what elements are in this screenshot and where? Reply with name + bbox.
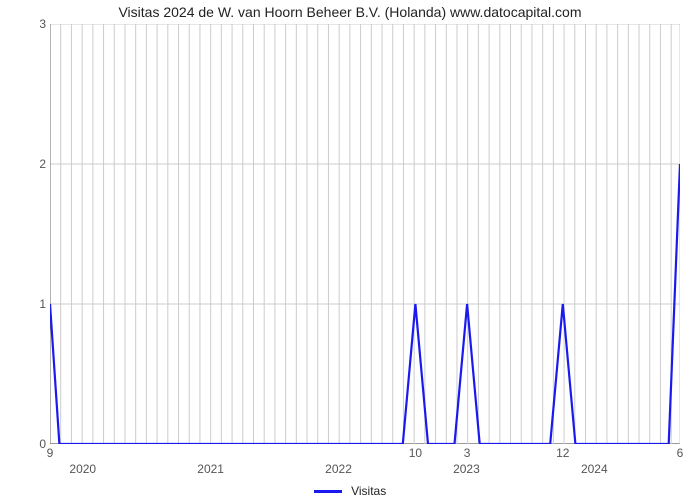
chart-svg (50, 24, 680, 444)
x-minor-tick-label: 12 (553, 446, 573, 460)
chart-title: Visitas 2024 de W. van Hoorn Beheer B.V.… (0, 4, 700, 20)
x-minor-tick-label: 6 (670, 446, 690, 460)
y-tick-label: 2 (30, 157, 46, 171)
x-major-tick-label: 2021 (191, 462, 231, 476)
x-major-tick-label: 2024 (574, 462, 614, 476)
x-major-tick-label: 2020 (63, 462, 103, 476)
legend-label: Visitas (351, 484, 386, 498)
x-major-tick-label: 2022 (319, 462, 359, 476)
chart-legend: Visitas (0, 484, 700, 498)
y-tick-label: 1 (30, 297, 46, 311)
x-minor-tick-label: 9 (40, 446, 60, 460)
chart-plot-area (50, 24, 680, 444)
x-major-tick-label: 2023 (446, 462, 486, 476)
x-minor-tick-label: 3 (457, 446, 477, 460)
y-tick-label: 3 (30, 17, 46, 31)
x-minor-tick-label: 10 (405, 446, 425, 460)
legend-swatch (314, 490, 342, 493)
